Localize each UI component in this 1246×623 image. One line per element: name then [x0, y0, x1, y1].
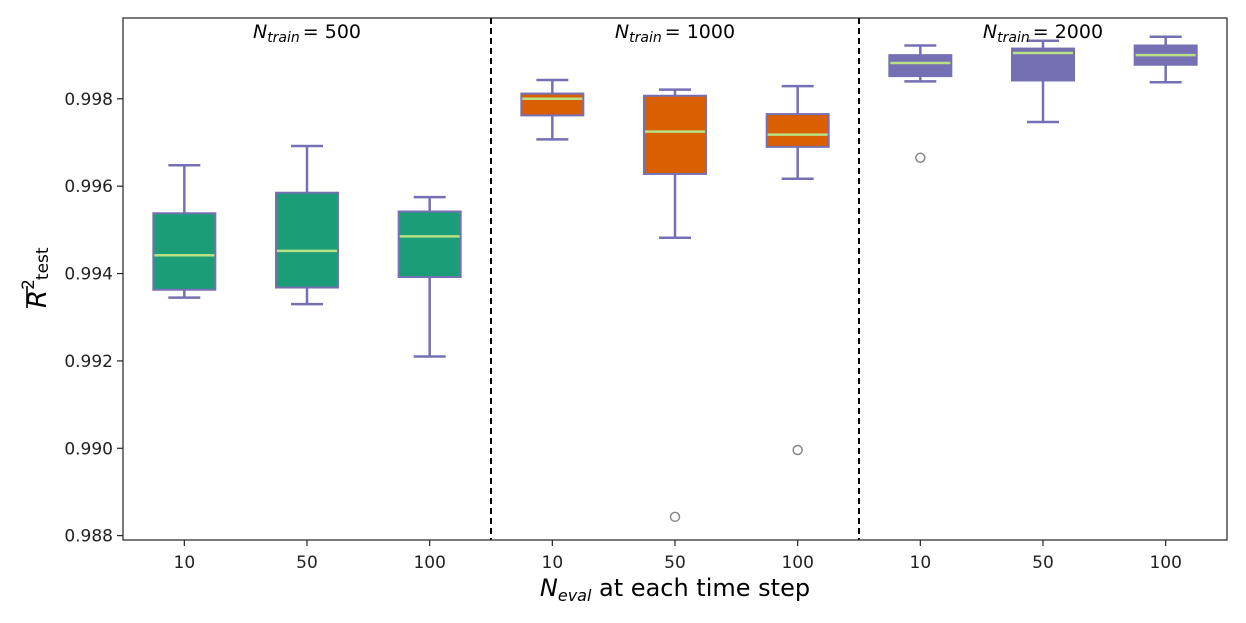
box-iqr [152, 212, 217, 291]
panel-title-symbol: N [253, 21, 267, 43]
box-2-1 [1011, 39, 1075, 124]
box-0-0 [152, 163, 217, 299]
y-tick-label: 0.996 [64, 177, 113, 197]
y-tick-label: 0.990 [64, 439, 113, 459]
box-iqr [520, 92, 585, 117]
y-tick-label: 0.994 [64, 265, 113, 285]
panel-title: Ntrain = 2000 [983, 21, 1103, 46]
outlier-point [792, 444, 803, 456]
box-2-0 [888, 44, 953, 164]
outlier-point [915, 152, 926, 164]
box-iqr [275, 191, 339, 289]
panel-title-subscript: train [629, 30, 662, 46]
x-tick-label: 100 [1149, 553, 1181, 573]
panel-title: Ntrain = 500 [253, 21, 361, 46]
x-tick-label: 50 [1032, 553, 1054, 573]
x-axis-label: Neval at each time step [540, 574, 810, 605]
y-tick-label: 0.988 [64, 527, 113, 547]
panel-title-value: = 500 [303, 21, 361, 43]
x-axis: 10 50 100 10 50 100 10 50 100 [174, 540, 1182, 573]
x-tick-label: 100 [413, 553, 445, 573]
box-iqr [397, 210, 462, 279]
box-1-0 [520, 78, 585, 141]
x-tick-label: 100 [781, 553, 813, 573]
box-1-1 [643, 88, 707, 523]
plot-content [152, 18, 1198, 540]
panel-title-value: = 1000 [665, 21, 735, 43]
box-0-1 [275, 144, 339, 306]
x-tick-label: 50 [296, 553, 318, 573]
panel-title-value: = 2000 [1033, 21, 1103, 43]
x-tick-label: 50 [664, 553, 686, 573]
y-tick-label: 0.992 [64, 352, 113, 372]
box-iqr [643, 94, 707, 175]
x-tick-label: 10 [910, 553, 932, 573]
panel-title-symbol: N [615, 21, 629, 43]
panel-title-subscript: train [997, 30, 1030, 46]
box-1-2 [765, 84, 830, 456]
y-axis-label: R2test [19, 247, 53, 308]
box-iqr [888, 54, 953, 78]
panel-title-subscript: train [267, 30, 300, 46]
y-axis: 0.988 0.990 0.992 0.994 0.996 0.998 [64, 90, 123, 547]
box-iqr [765, 113, 830, 148]
x-tick-label: 10 [174, 553, 196, 573]
y-tick-label: 0.998 [64, 90, 113, 110]
outlier-point [669, 511, 681, 523]
box-2-2 [1133, 35, 1198, 84]
panel-title-symbol: N [983, 21, 997, 43]
panel-titles: Ntrain = 500 Ntrain = 1000 Ntrain = 2000 [253, 21, 1103, 46]
panel-title: Ntrain = 1000 [615, 21, 735, 46]
x-tick-label: 10 [542, 553, 564, 573]
svg-text:R2test: R2test [19, 247, 53, 308]
box-0-2 [397, 195, 462, 358]
